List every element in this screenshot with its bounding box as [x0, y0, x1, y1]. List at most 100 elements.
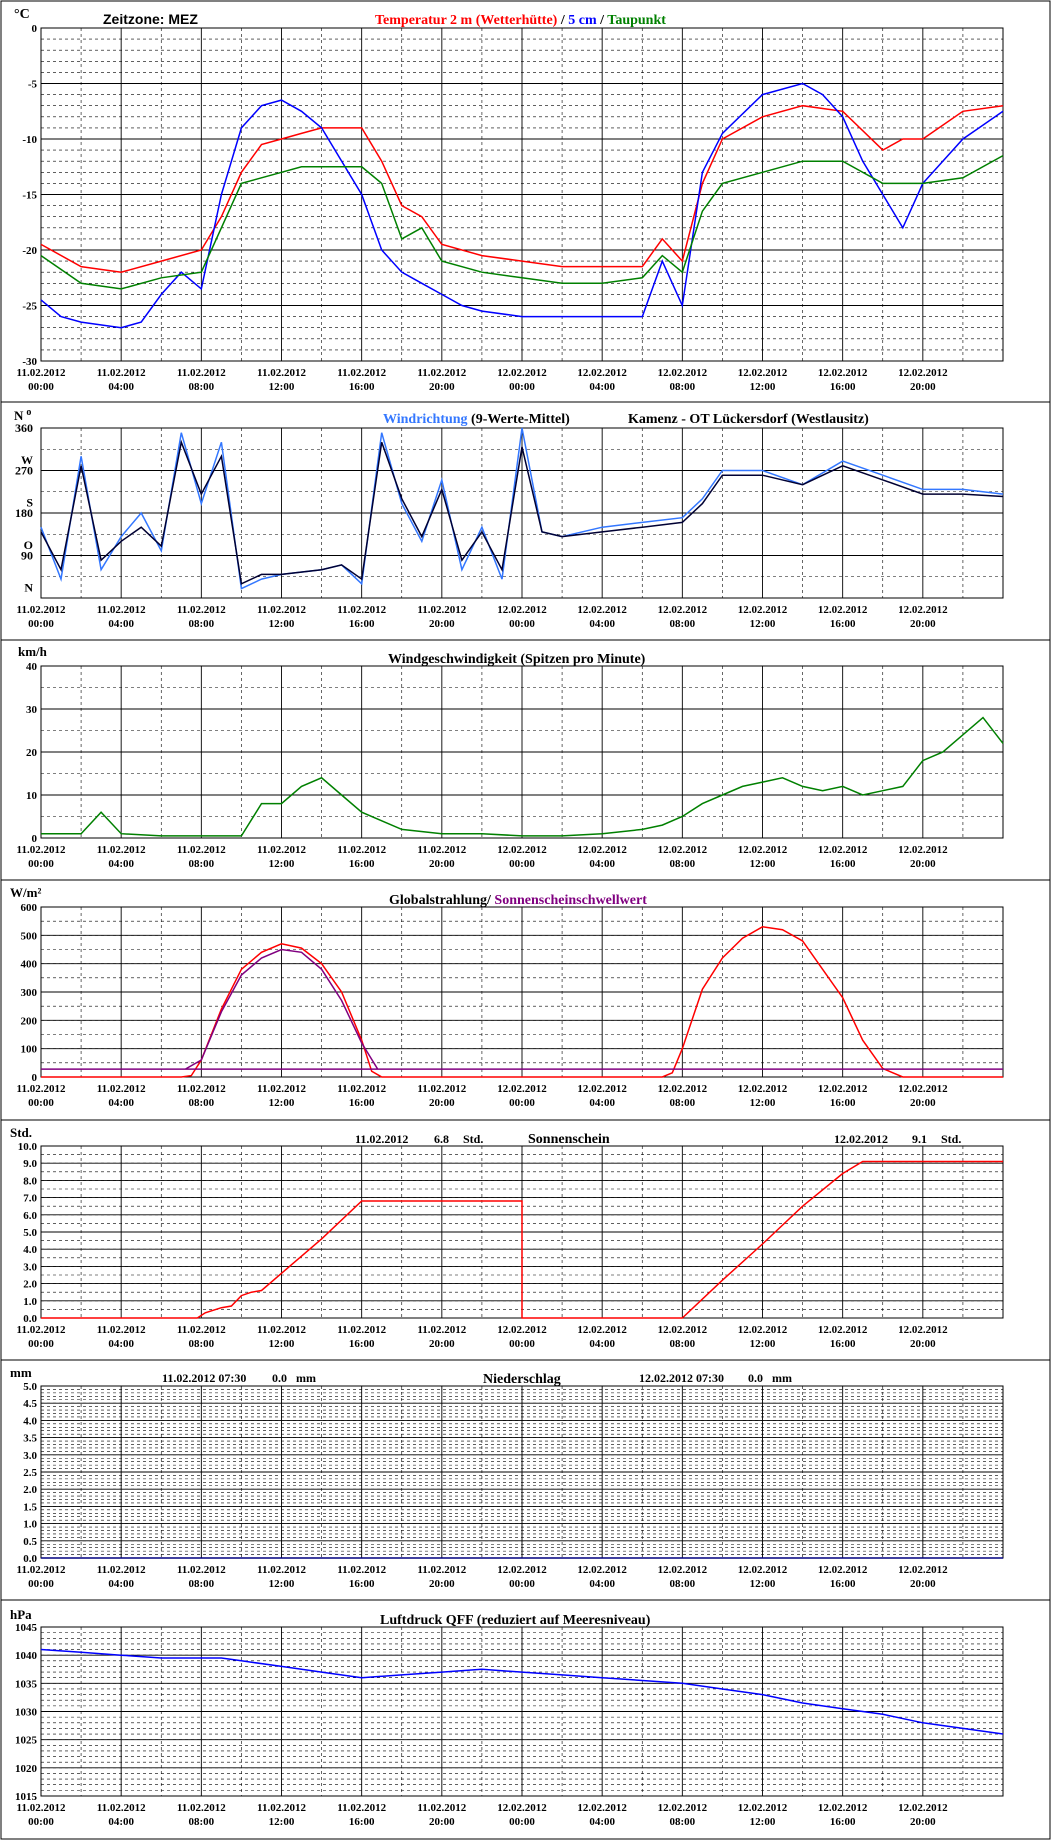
radiation-xtick-date: 12.02.2012: [497, 1083, 547, 1095]
temperature-xtick-time: 16:00: [349, 381, 375, 393]
sunshine-title: Sonnenschein: [528, 1132, 610, 1147]
wind_speed-xtick-date: 11.02.2012: [17, 844, 66, 856]
precipitation-ytick-label: 2.0: [23, 1484, 37, 1496]
pressure-xtick-time: 20:00: [910, 1816, 936, 1828]
sunshine-xtick-time: 16:00: [830, 1338, 856, 1350]
precipitation-ytick-label: 4.0: [23, 1415, 37, 1427]
temperature-xtick-date: 12.02.2012: [497, 367, 547, 379]
radiation-xtick-time: 20:00: [429, 1097, 455, 1109]
temp-title-2m: Temperatur 2 m (Wetterhütte): [375, 13, 558, 28]
winddir-ytick-label: 90: [21, 549, 33, 563]
temperature-xtick-date: 12.02.2012: [818, 367, 868, 379]
radiation-series-globalstrahlung: [41, 926, 1003, 1078]
radiation-ytick-label: 200: [21, 1015, 38, 1027]
radiation-series-sonnenscheinschwellwert: [41, 948, 1003, 1070]
sunshine-xtick-date: 12.02.2012: [898, 1324, 948, 1336]
temp-title-5cm: 5 cm: [568, 13, 597, 28]
wind_speed-ytick-label: 20: [26, 747, 38, 759]
radiation-xtick-date: 11.02.2012: [417, 1083, 466, 1095]
wind_direction-xtick-date: 11.02.2012: [417, 604, 466, 616]
temperature-ytick-label: 0: [32, 23, 38, 35]
wind_direction-xtick-date: 12.02.2012: [898, 604, 948, 616]
wind_direction-series-9-werte-mittel: [40, 439, 1004, 585]
pressure-xtick-date: 11.02.2012: [257, 1802, 306, 1814]
precip-unit: mm: [10, 1365, 32, 1380]
sunshine-ytick-label: 3.0: [23, 1261, 37, 1273]
temp-title-sep1: /: [557, 13, 568, 28]
precipitation-xtick-date: 11.02.2012: [257, 1564, 306, 1576]
precipitation-xtick-time: 08:00: [188, 1578, 214, 1590]
temperature-xtick-date: 11.02.2012: [257, 367, 306, 379]
wind_direction-xtick-date: 12.02.2012: [738, 604, 788, 616]
sunshine-xtick-time: 08:00: [669, 1338, 695, 1350]
pressure-ytick-label: 1030: [15, 1707, 38, 1719]
sunshine-xtick-time: 12:00: [269, 1338, 295, 1350]
wind_direction-xtick-date: 11.02.2012: [17, 604, 66, 616]
precip-day1-value: 0.0: [272, 1371, 287, 1385]
winddir-title-a: Windrichtung: [383, 412, 468, 427]
wind_speed-xtick-date: 11.02.2012: [417, 844, 466, 856]
pressure-series-luftdruck-qff: [40, 1648, 1004, 1735]
wind_direction-xtick-date: 11.02.2012: [97, 604, 146, 616]
radiation-title-b: Sonnenscheinschwellwert: [491, 893, 647, 908]
pressure-xtick-date: 12.02.2012: [658, 1802, 708, 1814]
temperature-xtick-date: 12.02.2012: [577, 367, 627, 379]
temperature-xtick-date: 11.02.2012: [417, 367, 466, 379]
temperature-xtick-date: 12.02.2012: [738, 367, 788, 379]
pressure-ytick-label: 1045: [15, 1622, 38, 1634]
sunshine-xtick-date: 12.02.2012: [577, 1324, 627, 1336]
temperature-xtick-time: 00:00: [509, 381, 535, 393]
radiation-xtick-date: 12.02.2012: [898, 1083, 948, 1095]
sunshine-xtick-date: 11.02.2012: [417, 1324, 466, 1336]
temperature-ytick-label: -15: [22, 190, 37, 202]
wind_speed-xtick-date: 11.02.2012: [177, 844, 226, 856]
temp-title: Temperatur 2 m (Wetterhütte) / 5 cm / Ta…: [375, 13, 666, 28]
radiation-ytick-label: 300: [21, 987, 38, 999]
wind_speed-xtick-date: 11.02.2012: [337, 844, 386, 856]
temp-title-dew: Taupunkt: [607, 13, 666, 28]
radiation-title-a: Globalstrahlung/: [389, 893, 492, 908]
sunshine-ytick-label: 2.0: [23, 1279, 37, 1291]
precipitation-xtick-time: 00:00: [28, 1578, 54, 1590]
pressure-xtick-time: 00:00: [509, 1816, 535, 1828]
temperature-xtick-time: 04:00: [589, 381, 615, 393]
precip-title: Niederschlag: [483, 1372, 561, 1387]
wind_speed-xtick-time: 00:00: [509, 858, 535, 870]
wind_speed-xtick-time: 00:00: [28, 858, 54, 870]
pressure-xtick-time: 04:00: [108, 1816, 134, 1828]
temperature-xtick-date: 11.02.2012: [97, 367, 146, 379]
temperature-xtick-date: 12.02.2012: [898, 367, 948, 379]
precipitation-xtick-date: 11.02.2012: [337, 1564, 386, 1576]
pressure-xtick-date: 12.02.2012: [818, 1802, 868, 1814]
temperature-ytick-label: -10: [22, 134, 37, 146]
radiation-xtick-date: 12.02.2012: [577, 1083, 627, 1095]
wind_direction-xtick-date: 12.02.2012: [577, 604, 627, 616]
pressure-xtick-time: 08:00: [669, 1816, 695, 1828]
pressure-xtick-time: 08:00: [188, 1816, 214, 1828]
sunshine-day1-date: 11.02.2012: [355, 1132, 408, 1146]
wind_speed-xtick-time: 08:00: [669, 858, 695, 870]
precipitation-xtick-time: 12:00: [750, 1578, 776, 1590]
wind_speed-ytick-label: 30: [26, 704, 38, 716]
temperature-xtick-time: 20:00: [429, 381, 455, 393]
temperature-xtick-date: 12.02.2012: [658, 367, 708, 379]
wind_speed-ytick-label: 0: [32, 833, 38, 845]
sunshine-day1-unit: Std.: [463, 1132, 483, 1146]
precipitation-ytick-label: 3.0: [23, 1450, 37, 1462]
pressure-xtick-time: 16:00: [830, 1816, 856, 1828]
wind_direction-xtick-time: 12:00: [269, 618, 295, 630]
precipitation-xtick-time: 00:00: [509, 1578, 535, 1590]
wind_speed-xtick-time: 04:00: [108, 858, 134, 870]
temperature-xtick-time: 00:00: [28, 381, 54, 393]
precipitation-xtick-date: 11.02.2012: [17, 1564, 66, 1576]
panel-pressure: hPa Luftdruck QFF (reduziert auf Meeresn…: [10, 1607, 651, 1628]
precipitation-ytick-label: 2.5: [23, 1467, 37, 1479]
precipitation-xtick-date: 12.02.2012: [818, 1564, 868, 1576]
winddir-ytick-label: N: [24, 581, 33, 595]
temp-title-sep2: /: [597, 13, 608, 28]
sunshine-xtick-date: 11.02.2012: [257, 1324, 306, 1336]
pressure-unit: hPa: [10, 1607, 32, 1622]
sunshine-ytick-label: 9.0: [23, 1158, 37, 1170]
pressure-xtick-time: 04:00: [589, 1816, 615, 1828]
